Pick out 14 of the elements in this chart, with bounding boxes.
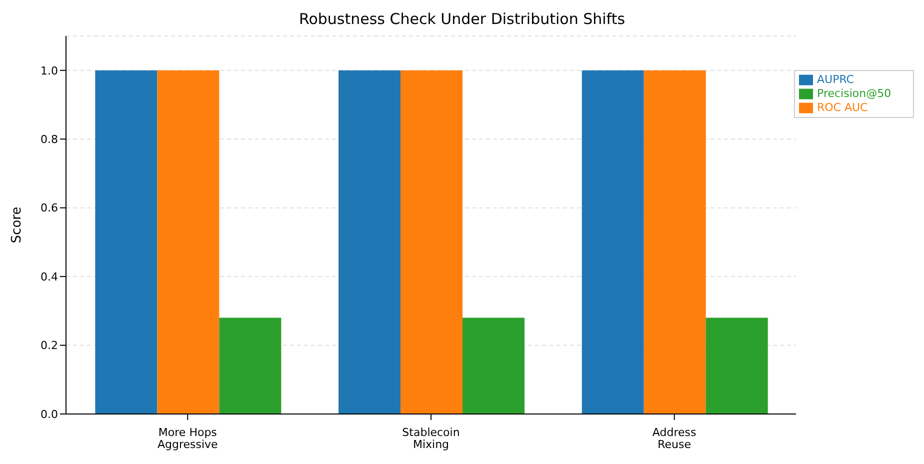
y-tick-label: 1.0 [40, 64, 58, 78]
x-tick-label: Stablecoin Mixing [402, 426, 460, 451]
y-tick-label: 0.4 [40, 270, 58, 284]
legend-label: ROC AUC [817, 101, 868, 114]
y-tick-label: 0.6 [40, 202, 58, 215]
x-tick-label: More Hops Aggressive [157, 426, 218, 451]
chart-title: Robustness Check Under Distribution Shifts [298, 9, 626, 30]
y-tick-label: 0.2 [40, 339, 58, 352]
x-tick-label: Address Reuse [652, 426, 697, 451]
legend-label: AUPRC [817, 73, 854, 86]
y-tick-label: 0.8 [40, 132, 58, 146]
legend-label: Precision@50 [817, 87, 892, 100]
y-axis-title: Score [10, 206, 25, 244]
y-tick-label: 0.0 [40, 408, 58, 421]
